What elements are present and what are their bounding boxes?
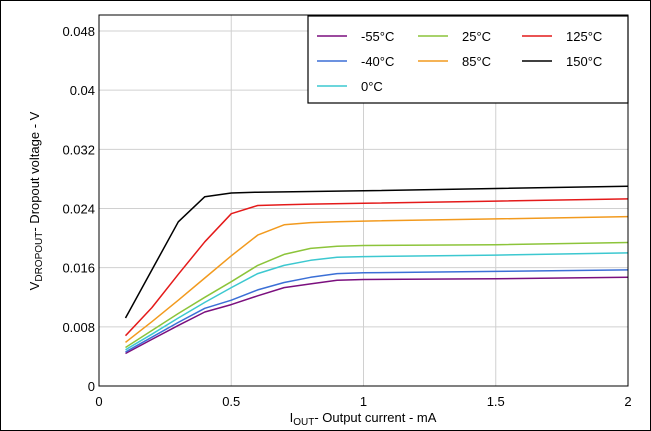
legend-label: 125°C [566,29,602,44]
x-tick-label: 1 [360,394,367,409]
y-axis-label-main: V [27,281,42,290]
y-tick-label: 0.04 [70,83,95,98]
series-line [125,269,629,353]
series-line [125,215,629,343]
x-tick-label: 0 [95,394,102,409]
x-axis-label-main: I [290,410,294,425]
legend-label: 150°C [566,54,602,69]
y-tick-labels: 0 0.008 0.016 0.024 0.032 0.04 0.048 [62,24,95,394]
legend-label: -40°C [361,54,394,69]
series-line [124,185,629,319]
legend-label: 25°C [462,29,491,44]
legend-label: -55°C [361,29,394,44]
x-axis-label: IOUT- Output current - mA [290,410,437,428]
x-tick-label: 1.5 [487,394,505,409]
y-tick-label: 0.008 [62,320,95,335]
series-layer [124,185,629,355]
x-tick-label: 0.5 [222,394,240,409]
legend: -55°C 25°C 125°C -40°C 85°C 150°C 0°C [307,15,629,104]
legend-box [307,15,629,104]
y-tick-label: 0.016 [62,261,95,276]
x-tick-label: 2 [624,394,631,409]
x-tick-labels: 0 0.5 1 1.5 2 [95,394,631,409]
y-axis-label-rest: - Dropout voltage - V [27,111,42,231]
series-line [125,241,629,349]
y-tick-label: 0.032 [62,142,95,157]
legend-label: 85°C [462,54,491,69]
y-tick-label: 0.024 [62,202,95,217]
plot-frame [98,14,629,387]
y-tick-label: 0.048 [62,24,95,39]
x-axis-label-sub: OUT [293,417,314,428]
series-line [125,252,629,351]
series-line [125,276,629,355]
x-axis-label-rest: - Output current - mA [314,410,436,425]
series-line [124,198,629,337]
y-axis-label: VDROPOUT- Dropout voltage - V [27,111,45,290]
legend-label: 0°C [361,79,383,94]
y-tick-label: 0 [88,379,95,394]
legend-items: -55°C 25°C 125°C -40°C 85°C 150°C 0°C [317,29,602,94]
y-axis-label-sub: DROPOUT [34,232,45,282]
